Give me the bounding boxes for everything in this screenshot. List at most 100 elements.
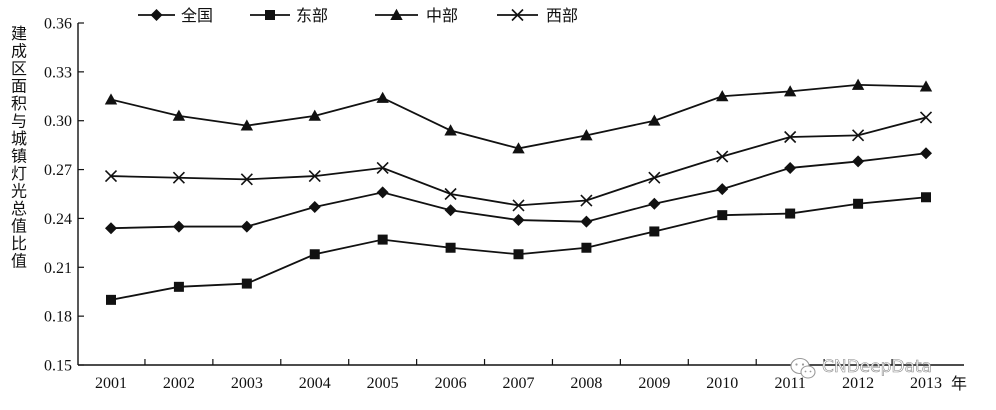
y-tick-label: 0.15 xyxy=(44,358,72,375)
data-point-square xyxy=(377,234,388,245)
data-point-square xyxy=(785,208,796,219)
x-tick-label: 2007 xyxy=(503,375,535,392)
axes xyxy=(77,22,964,366)
data-point-triangle xyxy=(648,114,661,126)
y-tick-label: 0.27 xyxy=(44,162,72,179)
data-point-diamond xyxy=(444,204,457,217)
x-tick-label: 2012 xyxy=(842,375,874,392)
data-point-square xyxy=(921,192,931,203)
data-point-x-stroke xyxy=(240,173,253,186)
y-axis-label-char: 灯 xyxy=(11,164,27,183)
data-point-diamond xyxy=(580,215,593,228)
data-point-x xyxy=(512,199,525,212)
data-point-x-stroke xyxy=(512,199,525,212)
data-point-square xyxy=(106,294,116,305)
x-tick-label: 2005 xyxy=(367,375,399,392)
y-axis-label-char: 建 xyxy=(11,24,27,43)
y-axis-label-char: 值 xyxy=(11,217,27,236)
data-point-diamond xyxy=(172,220,185,233)
data-point-triangle xyxy=(308,109,321,121)
x-axis-label: 年 xyxy=(951,374,967,393)
data-point-x xyxy=(172,171,185,184)
data-point-diamond xyxy=(150,9,163,21)
data-point-triangle xyxy=(376,91,389,103)
x-tick-label: 2001 xyxy=(95,375,127,392)
data-point-square xyxy=(853,198,864,209)
x-tick-label: 2010 xyxy=(706,375,738,392)
watermark-text: CNDeepData xyxy=(822,357,932,377)
y-axis-label-char: 城 xyxy=(11,129,27,148)
series-diamond xyxy=(105,147,932,235)
series-line xyxy=(110,196,927,301)
data-point-square xyxy=(173,281,184,292)
data-point-x-stroke xyxy=(919,111,933,124)
y-axis-label-char: 积 xyxy=(11,94,27,113)
legend-label: 东部 xyxy=(296,6,328,25)
series-line xyxy=(110,116,927,207)
y-tick-label: 0.24 xyxy=(44,211,72,228)
data-point-triangle xyxy=(390,8,403,20)
y-axis-label-char: 与 xyxy=(11,112,27,131)
data-point-square xyxy=(717,210,728,221)
data-point-x xyxy=(104,170,118,183)
x-tick-label: 2013 xyxy=(910,375,942,392)
data-point-triangle xyxy=(172,109,186,121)
data-point-x-stroke xyxy=(784,130,797,144)
y-axis-label-char: 面 xyxy=(11,77,27,96)
x-tick-label: 2006 xyxy=(435,375,467,392)
data-point-triangle xyxy=(104,93,118,105)
data-point-triangle xyxy=(512,142,525,154)
data-point-x xyxy=(240,173,253,186)
y-axis-label-char: 总 xyxy=(11,199,27,218)
series-triangle xyxy=(104,78,933,154)
y-tick-label: 0.33 xyxy=(44,64,72,81)
data-point-x xyxy=(784,130,797,144)
x-tick-label: 2004 xyxy=(299,375,331,392)
data-point-triangle xyxy=(444,124,457,136)
series-x xyxy=(104,111,933,212)
legend-label: 中部 xyxy=(426,6,458,25)
wechat-icon xyxy=(790,357,816,379)
x-tick-label: 2002 xyxy=(163,375,195,392)
y-tick-label: 0.36 xyxy=(44,16,72,33)
data-point-diamond xyxy=(648,197,661,210)
data-point-x xyxy=(580,194,593,207)
data-point-x-stroke xyxy=(511,8,524,22)
x-tick-labels: 2001 2002 2003 2004 2005 2006 2007 2008 2009 2010… xyxy=(95,375,942,392)
data-point-square xyxy=(309,249,320,260)
data-point-x xyxy=(444,187,457,201)
legend-label: 全国 xyxy=(181,6,213,25)
y-axis-label-char: 比 xyxy=(11,234,27,253)
data-point-square xyxy=(581,242,592,253)
x-tick-label: 2009 xyxy=(638,375,670,392)
data-point-x xyxy=(376,161,389,175)
data-point-x xyxy=(511,8,524,22)
legend: 全国 东部 中部 西部 xyxy=(138,6,578,25)
data-point-x-stroke xyxy=(444,187,457,201)
x-tick-label: 2003 xyxy=(231,375,263,392)
data-point-triangle xyxy=(783,85,797,97)
data-point-x-stroke xyxy=(716,150,729,163)
data-point-square xyxy=(265,10,275,20)
data-point-x xyxy=(716,150,729,163)
data-point-x xyxy=(852,129,865,142)
data-point-square xyxy=(649,226,660,237)
x-tick-label: 2008 xyxy=(570,375,602,392)
legend-item: 中部 xyxy=(375,6,458,25)
y-axis-label-char: 镇 xyxy=(11,147,27,166)
y-tick-labels: 0.15 0.18 0.21 0.24 0.27 0.30 0.33 0.36 xyxy=(44,16,72,375)
data-point-diamond xyxy=(105,222,117,235)
y-tick-label: 0.30 xyxy=(44,113,72,130)
data-point-diamond xyxy=(240,220,253,233)
data-point-triangle xyxy=(716,90,729,102)
data-point-square xyxy=(513,249,524,260)
data-point-triangle xyxy=(240,119,254,131)
data-point-diamond xyxy=(852,155,865,168)
y-axis-label-char: 区 xyxy=(11,59,27,78)
legend-item: 西部 xyxy=(497,6,578,25)
data-point-x xyxy=(648,171,661,184)
y-tick-label: 0.21 xyxy=(44,260,72,277)
